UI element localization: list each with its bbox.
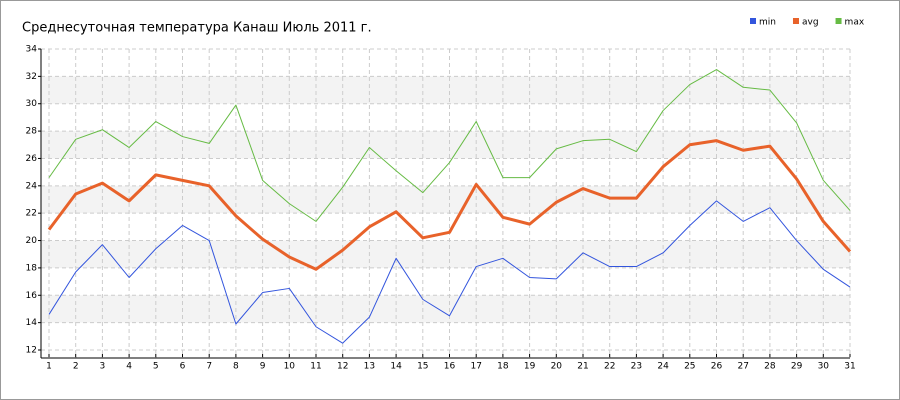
legend-swatch <box>792 18 799 24</box>
x-tick-label: 28 <box>764 362 776 372</box>
line-series <box>48 200 851 344</box>
x-tick-label: 22 <box>604 362 615 372</box>
x-tick-label: 4 <box>126 362 132 372</box>
y-tick-label: 34 <box>26 45 38 55</box>
y-tick-label: 28 <box>26 127 38 137</box>
x-tick-label: 3 <box>100 362 106 372</box>
x-tick-label: 5 <box>153 362 159 372</box>
line-series <box>47 139 852 271</box>
grid-band <box>41 185 850 214</box>
x-tick-label: 19 <box>524 362 536 372</box>
x-tick-label: 9 <box>260 362 266 372</box>
x-tick-label: 25 <box>684 362 695 372</box>
y-tick-label: 14 <box>26 318 38 328</box>
x-tick-label: 12 <box>337 362 348 372</box>
y-tick-label: 22 <box>26 209 37 219</box>
legend-swatch <box>750 18 756 24</box>
x-tick-label: 26 <box>711 362 723 372</box>
x-tick-label: 2 <box>73 362 79 372</box>
x-tick-label: 16 <box>444 362 456 372</box>
grid-band <box>41 131 850 159</box>
grid-band <box>41 76 850 104</box>
x-tick-label: 18 <box>497 362 509 372</box>
y-tick-label: 12 <box>26 346 37 356</box>
line-series <box>48 69 851 222</box>
y-tick-label: 18 <box>26 263 38 273</box>
legend-label: min <box>759 18 776 28</box>
x-tick-label: 20 <box>551 362 563 372</box>
x-tick-label: 7 <box>206 362 212 372</box>
y-tick-label: 24 <box>26 181 38 191</box>
x-tick-label: 24 <box>657 362 669 372</box>
x-tick-label: 27 <box>737 362 748 372</box>
x-tick-label: 8 <box>233 362 239 372</box>
y-tick-label: 20 <box>26 236 38 246</box>
chart-title: Среднесуточная температура Канаш Июль 20… <box>22 21 372 36</box>
legend-label: avg <box>802 18 819 28</box>
x-tick-label: 31 <box>844 362 855 372</box>
legend-swatch <box>835 18 842 24</box>
x-tick-label: 23 <box>631 362 642 372</box>
x-tick-label: 6 <box>180 362 186 372</box>
x-tick-label: 13 <box>364 362 375 372</box>
y-tick-label: 32 <box>26 72 37 82</box>
y-tick-label: 30 <box>26 99 38 109</box>
x-tick-label: 15 <box>417 362 428 372</box>
y-tick-label: 16 <box>26 291 38 301</box>
grid-band <box>41 295 850 323</box>
grid-band <box>41 240 850 268</box>
x-tick-label: 14 <box>390 362 402 372</box>
x-tick-label: 21 <box>577 362 588 372</box>
x-tick-label: 17 <box>470 362 481 372</box>
x-tick-label: 30 <box>818 362 830 372</box>
y-tick-label: 26 <box>26 154 38 164</box>
x-tick-label: 11 <box>310 362 321 372</box>
legend-label: max <box>845 18 865 28</box>
x-tick-label: 10 <box>284 362 296 372</box>
x-tick-label: 1 <box>46 362 52 372</box>
x-tick-label: 29 <box>791 362 803 372</box>
